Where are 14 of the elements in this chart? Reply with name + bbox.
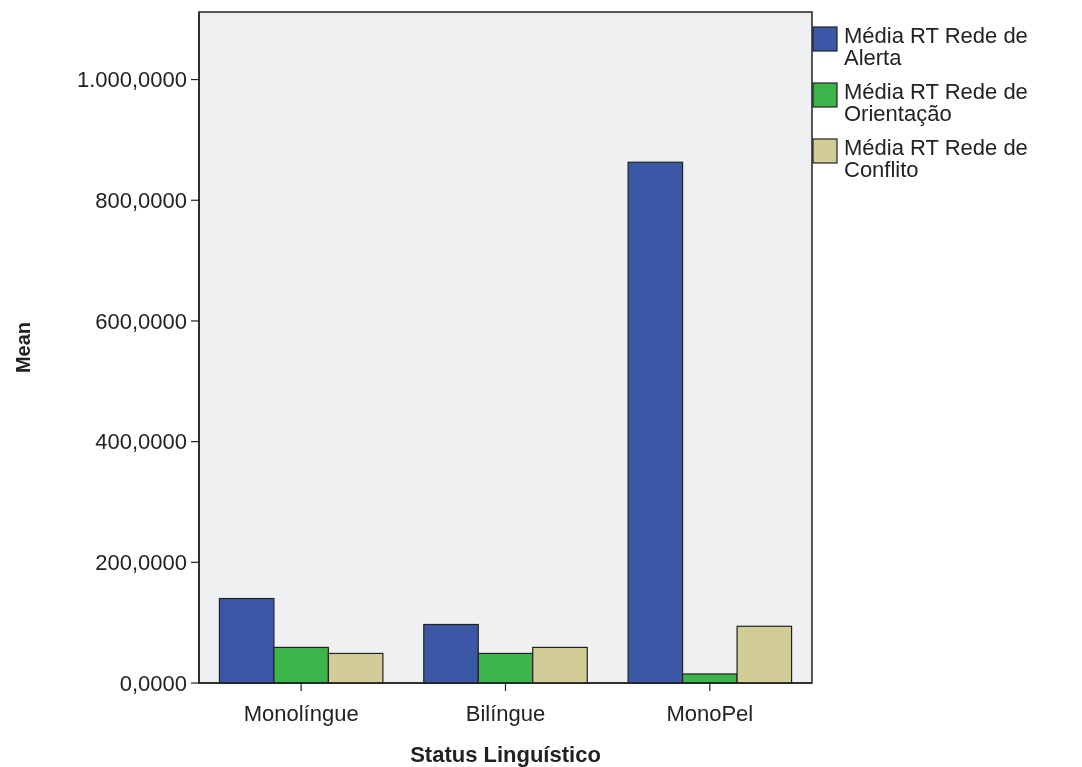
y-tick-label: 600,0000 [95, 308, 187, 334]
y-tick-label: 800,0000 [95, 187, 187, 213]
y-tick-label: 400,0000 [95, 429, 187, 455]
legend-label: Média RT Rede de Orientação [844, 79, 1028, 127]
legend-label: Média RT Rede de Alerta [844, 23, 1028, 71]
y-tick-label: 200,0000 [95, 550, 187, 576]
y-axis-title: Mean [12, 321, 34, 374]
x-tick-label: MonoPel [666, 701, 754, 726]
x-axis-title: Status Linguístico [410, 742, 601, 767]
x-tick-label: Bilíngue [465, 701, 546, 726]
x-tick-label: Monolíngue [243, 701, 359, 726]
y-tick-label: 1.000,0000 [76, 67, 187, 93]
y-tick-label: 0,0000 [119, 670, 187, 696]
legend-label: Média RT Rede de Conflito [844, 135, 1028, 183]
